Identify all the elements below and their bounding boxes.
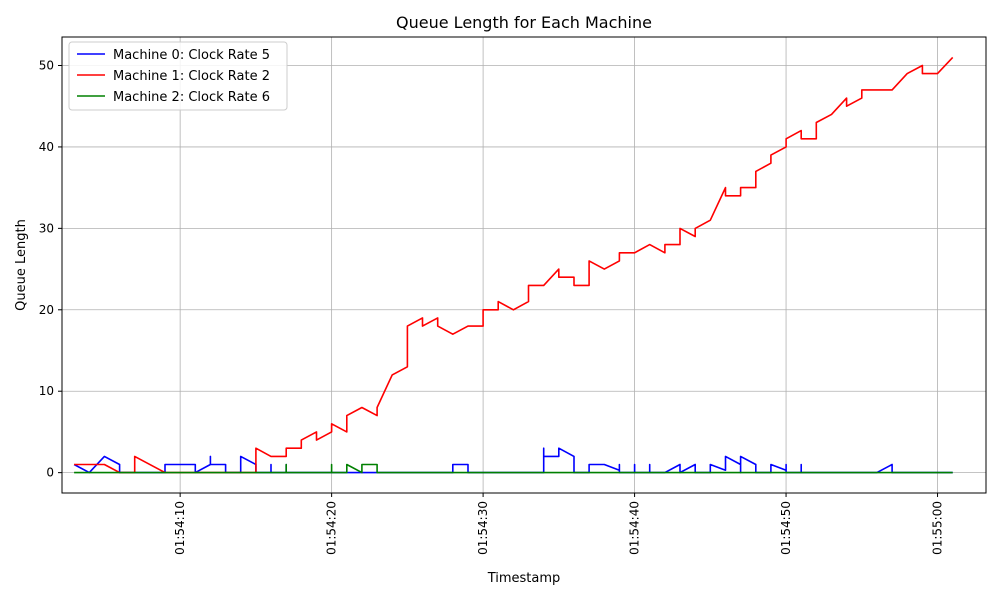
x-axis-label: Timestamp	[487, 571, 561, 586]
legend-box	[68, 41, 288, 111]
y-tick-label: 10	[39, 384, 54, 398]
x-tick-label: 01:54:20	[325, 501, 339, 555]
x-tick-label: 01:54:50	[779, 501, 793, 555]
series-line-machine-1	[74, 56, 954, 474]
y-tick-label: 50	[39, 59, 54, 73]
series-layer	[73, 56, 954, 474]
series-line-machine-0	[73, 447, 953, 474]
y-axis-label: Queue Length	[14, 219, 29, 311]
legend: Machine 0: Clock Rate 5 Machine 1: Clock …	[68, 41, 288, 111]
x-tick-label: 01:55:00	[931, 501, 945, 555]
y-tick-label: 0	[46, 466, 54, 480]
legend-label-machine-2: Machine 2: Clock Rate 6	[113, 90, 270, 105]
axis-ticks: 01:54:10 01:54:20 01:54:30 01:54:40 01:54:50…	[39, 59, 945, 555]
legend-label-machine-1: Machine 1: Clock Rate 2	[113, 69, 270, 84]
y-tick-label: 20	[39, 303, 54, 317]
plot-frame	[61, 36, 987, 494]
x-tick-label: 01:54:10	[173, 501, 187, 555]
legend-label-machine-0: Machine 0: Clock Rate 5	[113, 48, 270, 63]
y-tick-label: 40	[39, 140, 54, 154]
series-line-machine-2	[74, 463, 953, 474]
y-tick-label: 30	[39, 221, 54, 235]
x-tick-label: 01:54:40	[628, 501, 642, 555]
chart-title: Queue Length for Each Machine	[396, 13, 652, 32]
x-tick-label: 01:54:30	[476, 501, 490, 555]
